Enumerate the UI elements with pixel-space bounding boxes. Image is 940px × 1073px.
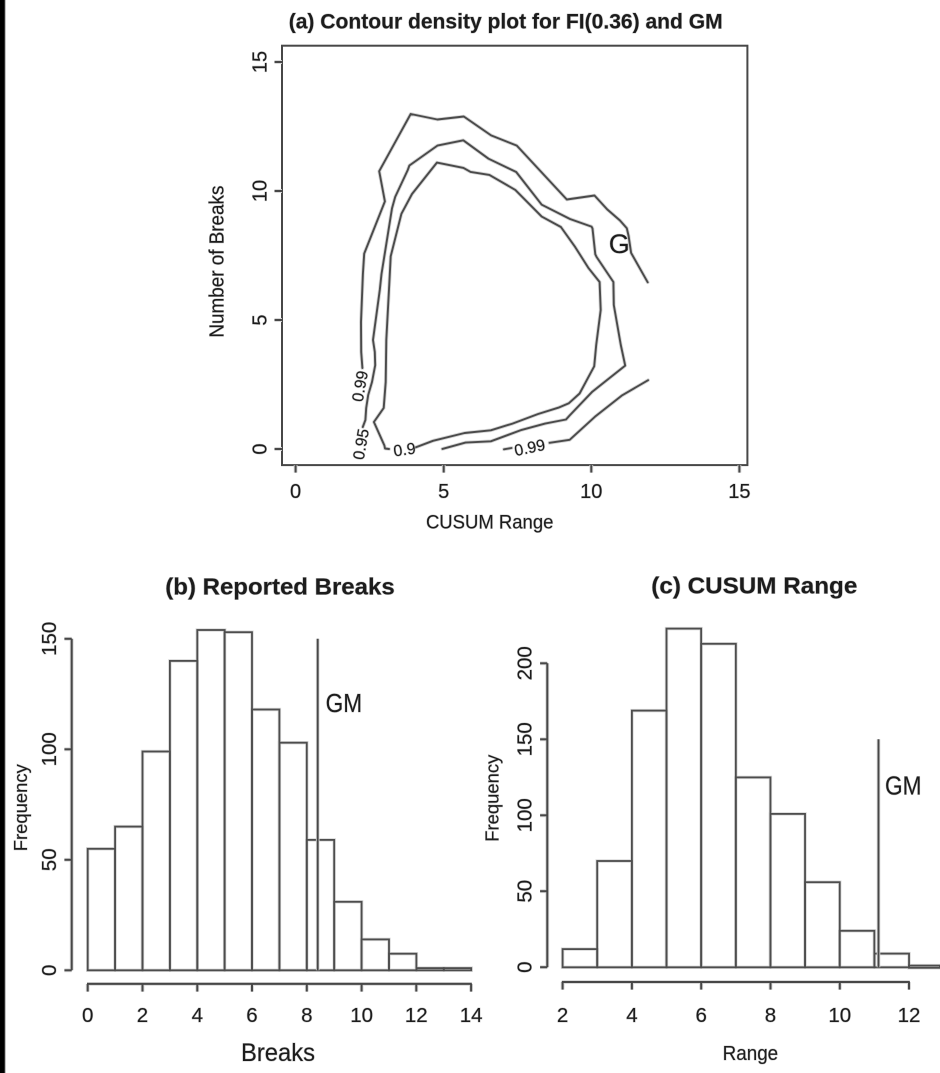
svg-text:Frequency: Frequency xyxy=(481,754,502,842)
svg-text:50: 50 xyxy=(38,848,61,871)
svg-text:0.9: 0.9 xyxy=(392,441,416,461)
svg-text:100: 100 xyxy=(513,798,536,832)
svg-text:0: 0 xyxy=(290,481,301,503)
svg-text:10: 10 xyxy=(250,180,272,202)
svg-text:Breaks: Breaks xyxy=(241,1039,315,1067)
svg-text:10: 10 xyxy=(580,481,602,503)
svg-text:Number of Breaks: Number of Breaks xyxy=(206,186,228,338)
svg-text:15: 15 xyxy=(728,481,750,503)
svg-text:0: 0 xyxy=(38,965,61,976)
svg-text:15: 15 xyxy=(250,51,272,73)
svg-text:G: G xyxy=(609,229,630,259)
svg-text:(a) Contour density plot for F: (a) Contour density plot for FI(0.36) an… xyxy=(289,9,723,33)
svg-text:5: 5 xyxy=(250,314,272,325)
svg-text:10: 10 xyxy=(828,1004,851,1027)
svg-text:Range: Range xyxy=(723,1043,779,1065)
svg-text:2: 2 xyxy=(137,1004,148,1027)
svg-text:6: 6 xyxy=(246,1004,257,1027)
svg-text:0.95: 0.95 xyxy=(351,427,373,461)
svg-text:200: 200 xyxy=(513,646,536,680)
svg-text:2: 2 xyxy=(557,1004,568,1027)
svg-text:6: 6 xyxy=(695,1004,706,1027)
svg-text:150: 150 xyxy=(513,722,536,756)
svg-text:50: 50 xyxy=(513,880,536,903)
svg-text:0: 0 xyxy=(250,443,272,454)
svg-text:0.99: 0.99 xyxy=(513,437,547,460)
svg-text:(c) CUSUM Range: (c) CUSUM Range xyxy=(651,573,857,599)
svg-text:GM: GM xyxy=(326,688,363,718)
svg-text:14: 14 xyxy=(460,1004,483,1027)
svg-text:100: 100 xyxy=(38,732,61,766)
svg-text:0: 0 xyxy=(82,1004,93,1027)
svg-text:Frequency: Frequency xyxy=(10,763,31,851)
svg-text:5: 5 xyxy=(438,481,449,503)
svg-text:(b) Reported Breaks: (b) Reported Breaks xyxy=(165,574,394,600)
svg-text:0.99: 0.99 xyxy=(350,369,372,403)
svg-text:8: 8 xyxy=(301,1004,312,1027)
svg-text:10: 10 xyxy=(350,1004,373,1027)
svg-text:0: 0 xyxy=(513,961,536,972)
svg-text:12: 12 xyxy=(898,1004,921,1027)
svg-text:4: 4 xyxy=(626,1004,637,1027)
svg-text:GM: GM xyxy=(885,771,922,801)
svg-text:12: 12 xyxy=(405,1004,428,1027)
svg-text:4: 4 xyxy=(192,1004,203,1027)
svg-text:8: 8 xyxy=(765,1004,776,1027)
svg-text:150: 150 xyxy=(38,622,61,656)
svg-text:CUSUM Range: CUSUM Range xyxy=(426,511,554,533)
